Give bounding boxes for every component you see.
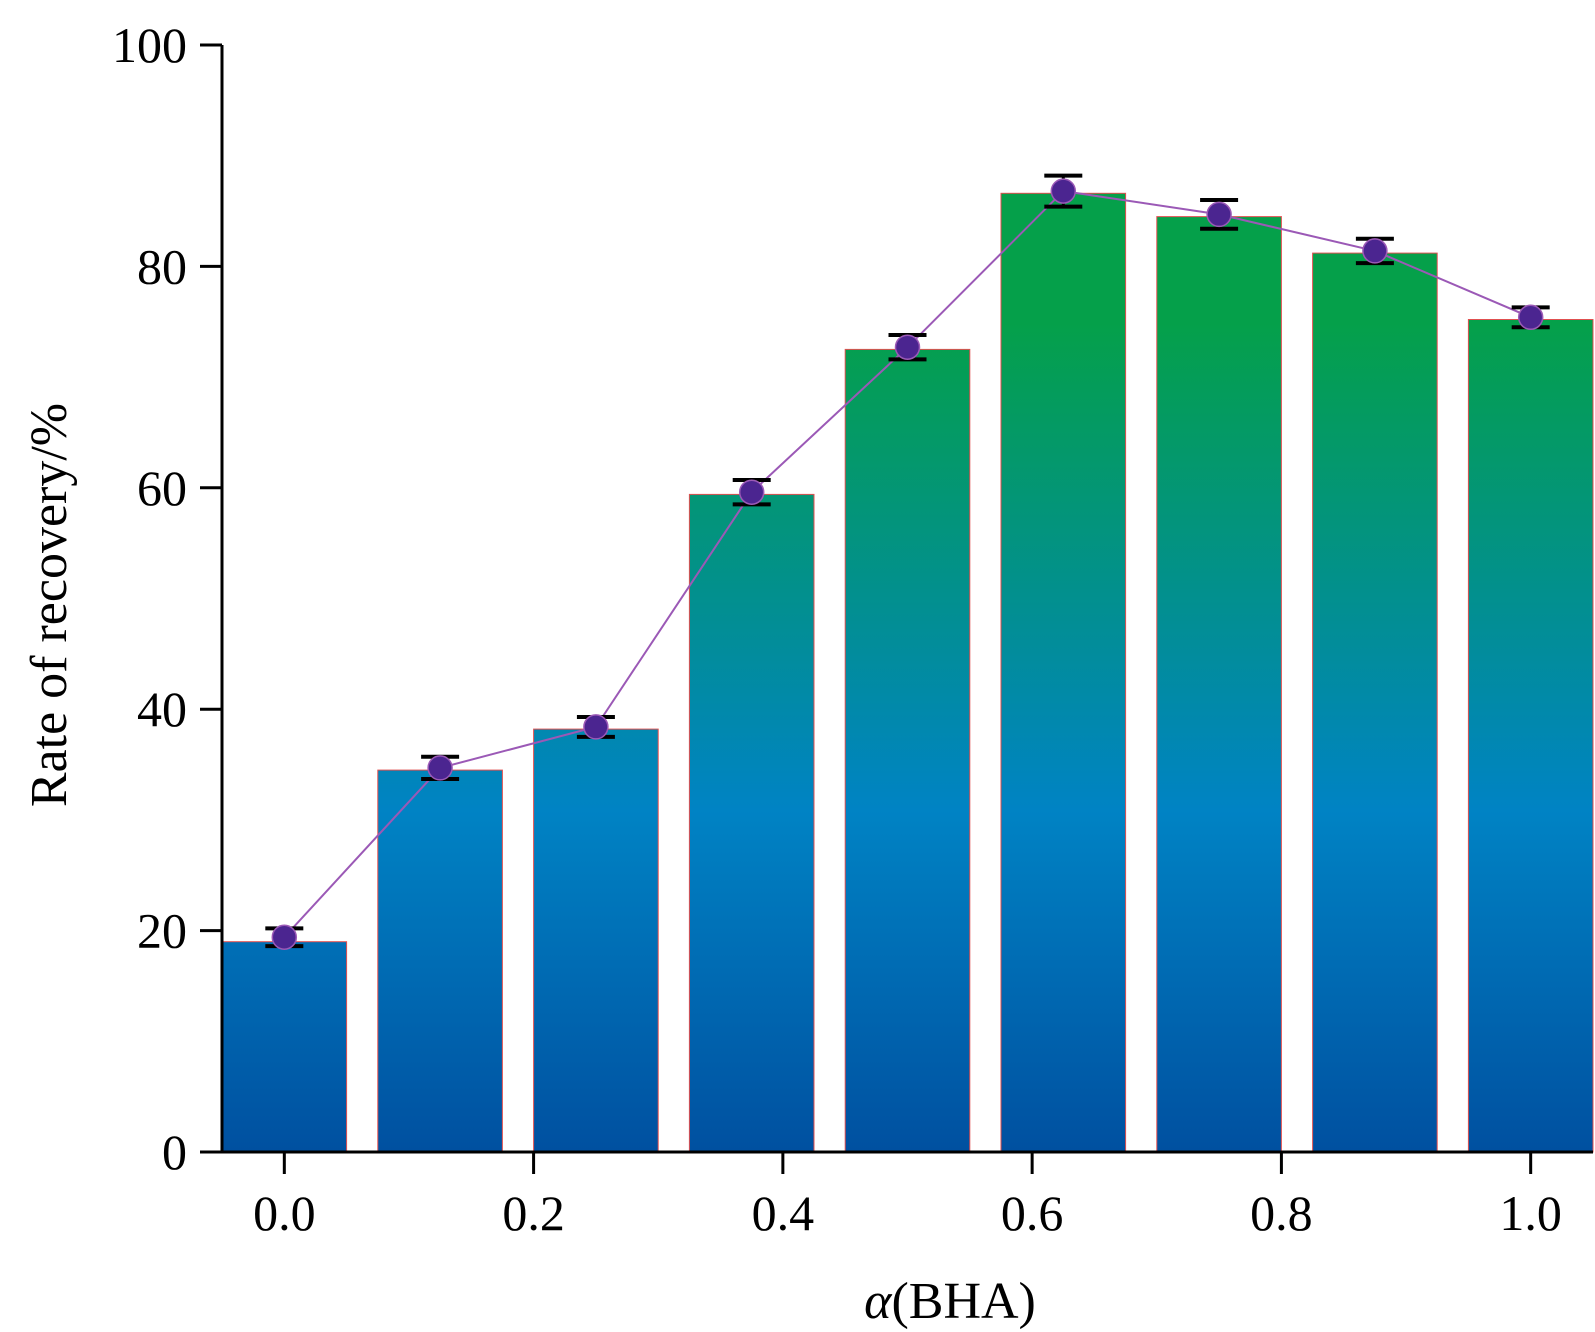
x-tick-label: 0.4 bbox=[752, 1185, 815, 1241]
data-point bbox=[894, 334, 921, 360]
x-tick-label: 0.6 bbox=[1001, 1185, 1064, 1241]
bar bbox=[1467, 319, 1594, 1153]
y-tick-label: 60 bbox=[137, 460, 187, 516]
data-point bbox=[738, 479, 765, 505]
x-axis-title-text: (BHA) bbox=[891, 1273, 1035, 1330]
x-axis-title: α(BHA) bbox=[864, 1273, 1036, 1330]
x-tick-label: 0.0 bbox=[253, 1185, 316, 1241]
y-tick-label: 100 bbox=[112, 17, 187, 73]
data-point bbox=[583, 714, 609, 740]
data-point bbox=[1206, 201, 1232, 228]
bar bbox=[1000, 192, 1127, 1153]
y-axis-title: Rate of recovery/% bbox=[21, 403, 78, 807]
y-tick-label: 0 bbox=[162, 1124, 187, 1180]
y-tick-label: 20 bbox=[137, 903, 187, 959]
y-tick-label: 80 bbox=[137, 238, 187, 294]
axes-group: 0 20 40 60 80 100 0.0 0.2 0.4 0.6 0.8 1.0 bbox=[112, 17, 1593, 1241]
x-axis-title-symbol: α bbox=[864, 1273, 893, 1330]
x-tick-label: 1.0 bbox=[1499, 1185, 1562, 1241]
x-tick-label: 0.8 bbox=[1250, 1185, 1313, 1241]
bar bbox=[1156, 216, 1282, 1153]
data-point bbox=[1050, 178, 1077, 204]
bar bbox=[1312, 252, 1438, 1153]
y-tick-label: 40 bbox=[137, 681, 187, 737]
bar bbox=[844, 348, 971, 1153]
bar bbox=[377, 769, 503, 1153]
data-point bbox=[1362, 238, 1388, 264]
bar bbox=[221, 941, 348, 1153]
data-point bbox=[427, 755, 453, 781]
x-tick-label: 0.2 bbox=[502, 1185, 565, 1241]
data-point bbox=[271, 924, 298, 950]
markers-group bbox=[271, 178, 1544, 950]
data-point bbox=[1517, 304, 1544, 331]
bars-group bbox=[221, 192, 1594, 1153]
bar bbox=[533, 728, 659, 1153]
bar bbox=[688, 493, 815, 1153]
